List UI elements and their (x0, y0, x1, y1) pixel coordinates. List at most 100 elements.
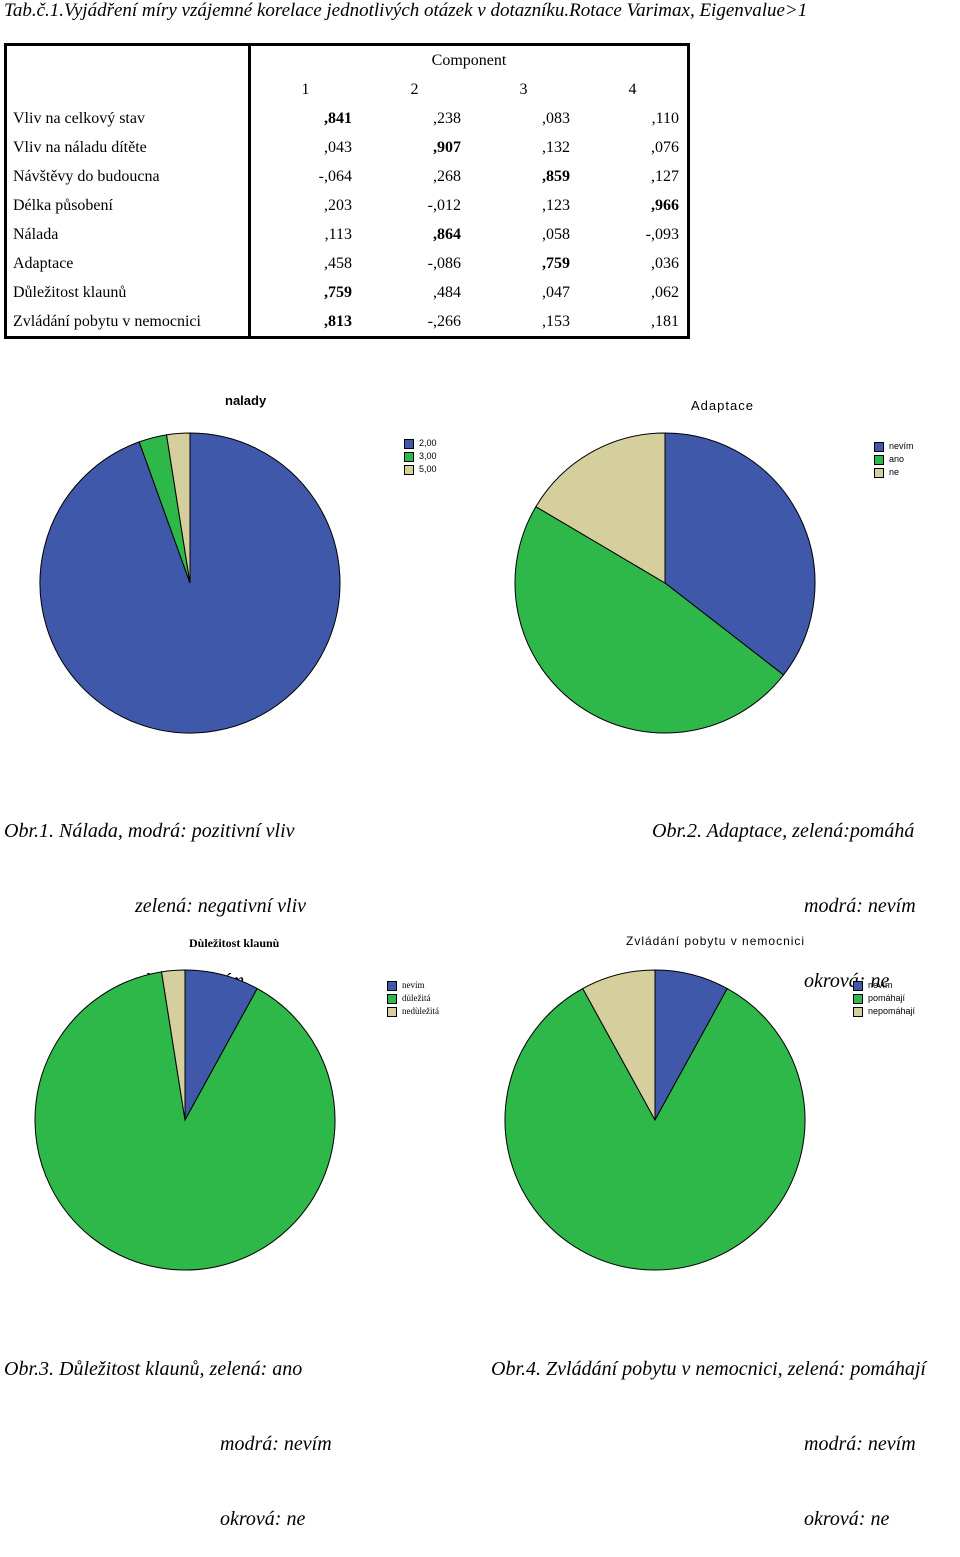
column-header: 4 (578, 75, 690, 104)
table-cell: -,086 (427, 255, 461, 272)
table-cell: ,047 (542, 284, 570, 301)
legend-item: pomáhají (853, 992, 915, 1005)
table-cell: ,759 (324, 284, 352, 301)
legend-item: nedùležitá (387, 1005, 439, 1018)
table-cell: ,813 (249, 307, 360, 339)
column-header: 3 (519, 81, 528, 98)
table-cell: ,268 (433, 168, 461, 185)
table-row: Návštěvy do budoucna -,064 ,268 ,859 ,127 (4, 162, 690, 191)
pie-slice (664, 432, 816, 676)
table-cell: ,907 (433, 139, 461, 156)
table-cell: ,203 (324, 197, 352, 214)
corner-cell (4, 43, 251, 75)
table-cell: -,093 (578, 220, 690, 249)
pie-slice (582, 969, 656, 1121)
pie-slice (504, 987, 806, 1271)
legend-swatch (853, 993, 863, 1004)
pie-chart-nalady (39, 432, 341, 734)
table-cell: ,484 (433, 284, 461, 301)
table-cell: -,012 (427, 197, 461, 214)
pie-chart-adaptace (514, 432, 816, 734)
legend-item: 2,00 (404, 437, 437, 450)
legend-item: nevím (387, 979, 439, 992)
table-row: Vliv na náladu dítěte ,043 ,907 ,132 ,076 (4, 133, 690, 162)
legend-item: ne (874, 466, 914, 479)
row-label: Zvládání pobytu v nemocnici (4, 307, 251, 339)
table-row: Délka působení ,203 -,012 ,123 ,966 (4, 191, 690, 220)
pie-slice (34, 971, 336, 1271)
row-label: Adaptace (4, 249, 251, 278)
table-cell: ,759 (542, 255, 570, 272)
legend-swatch (404, 438, 414, 449)
pie-slice (514, 505, 785, 734)
chart-legend: nevím pomáhají nepomáhají (853, 979, 915, 1018)
legend-item: 5,00 (404, 463, 437, 476)
legend-swatch (853, 1006, 863, 1017)
rotated-component-matrix: Component 1 2 3 4 Vliv na celkový stav ,8… (4, 43, 690, 339)
table-cell: ,181 (578, 307, 690, 339)
table-row: Nálada ,113 ,864 ,058 -,093 (4, 220, 690, 249)
table-cell: ,966 (578, 191, 690, 220)
pie-chart-zvladani (504, 969, 806, 1271)
chart-legend: nevím ano ne (874, 440, 914, 479)
table-cell: ,058 (542, 226, 570, 243)
legend-swatch (853, 980, 863, 991)
table-cell: -,064 (318, 168, 352, 185)
table-cell: ,859 (542, 168, 570, 185)
legend-swatch (404, 464, 414, 475)
table-title: Tab.č.1.Vyjádření míry vzájemné korelace… (4, 0, 808, 21)
table-cell: ,127 (578, 162, 690, 191)
legend-item: nepomáhají (853, 1005, 915, 1018)
row-label: Vliv na celkový stav (4, 104, 251, 133)
legend-item: nevím (874, 440, 914, 453)
chart-title: nalady (225, 393, 267, 408)
component-header: Component (249, 43, 690, 75)
table-cell: ,083 (542, 110, 570, 127)
table-cell: ,123 (542, 197, 570, 214)
legend-item: nevím (853, 979, 915, 992)
table-cell: ,043 (324, 139, 352, 156)
legend-swatch (404, 451, 414, 462)
pie-slice (39, 432, 341, 734)
table-cell: ,841 (324, 110, 352, 127)
figure-caption: Obr.2. Adaptace, zelená:pomáhá modrá: ne… (652, 820, 916, 992)
legend-swatch (387, 1006, 397, 1017)
table-cell: ,062 (578, 278, 690, 307)
legend-swatch (387, 993, 397, 1004)
legend-item: 3,00 (404, 450, 437, 463)
table-cell: ,132 (542, 139, 570, 156)
table-row: Vliv na celkový stav ,841 ,238 ,083 ,110 (4, 104, 690, 133)
table-cell: ,110 (578, 104, 690, 133)
pie-slice (160, 969, 186, 1121)
row-label: Nálada (4, 220, 251, 249)
figure-caption: Obr.3. Důležitost klaunů, zelená: ano mo… (4, 1358, 332, 1530)
chart-legend: 2,00 3,00 5,00 (404, 437, 437, 476)
row-label: Důležitost klaunů (4, 278, 251, 307)
table-cell: -,266 (360, 307, 469, 339)
legend-item: dùležitá (387, 992, 439, 1005)
chart-title: Zvládání pobytu v nemocnici (626, 934, 806, 948)
table-cell: ,458 (324, 255, 352, 272)
legend-swatch (874, 467, 884, 478)
legend-swatch (387, 980, 397, 991)
table-cell: ,153 (469, 307, 578, 339)
legend-item: ano (874, 453, 914, 466)
table-cell: ,238 (433, 110, 461, 127)
table-cell: ,864 (433, 226, 461, 243)
chart-legend: nevím dùležitá nedùležitá (387, 979, 439, 1018)
table-row: Zvládání pobytu v nemocnici ,813 -,266,153… (4, 307, 690, 339)
row-label: Návštěvy do budoucna (4, 162, 251, 191)
table-cell: ,076 (578, 133, 690, 162)
row-label: Vliv na náladu dítěte (4, 133, 251, 162)
legend-swatch (874, 441, 884, 452)
table-row: Adaptace ,458 -,086 ,759 ,036 (4, 249, 690, 278)
legend-swatch (874, 454, 884, 465)
table-cell: ,113 (324, 226, 352, 243)
row-label: Délka působení (4, 191, 251, 220)
pie-chart-dulezitost (34, 969, 336, 1271)
column-header: 1 (301, 81, 310, 98)
table-row: Důležitost klaunů ,759 ,484 ,047 ,062 (4, 278, 690, 307)
chart-title: Dùležitost klaunù (189, 936, 280, 950)
figure-caption: Obr.4. Zvládání pobytu v nemocnici, zele… (491, 1358, 926, 1530)
column-header: 2 (410, 81, 419, 98)
